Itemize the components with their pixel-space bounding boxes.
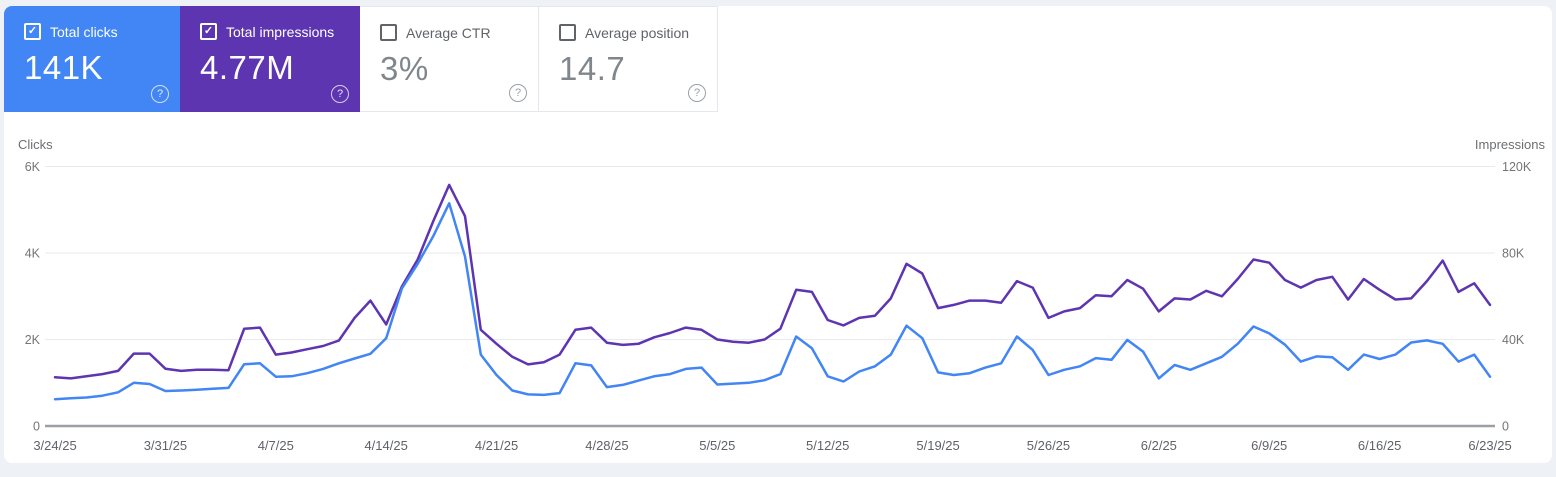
metric-tile-header: ✓ Average CTR: [380, 24, 524, 41]
metric-value: 3%: [380, 50, 429, 87]
impressions-line: [53, 183, 1492, 380]
left-axis-title: Clicks: [18, 137, 53, 152]
performance-card: ✓ Total clicks 141K ? ✓ Total impression…: [4, 6, 1552, 463]
metric-tiles-row: ✓ Total clicks 141K ? ✓ Total impression…: [4, 6, 1552, 112]
left-axis-tick-label: 0: [33, 420, 40, 434]
right-axis-tick-label: 0: [1502, 420, 1509, 434]
metric-value: 14.7: [559, 50, 626, 87]
right-axis-title: Impressions: [1474, 137, 1545, 152]
metric-value: 141K: [24, 49, 104, 86]
date-tick-label: 5/12/25: [806, 438, 849, 453]
help-icon[interactable]: ?: [151, 85, 169, 103]
right-axis-tick-label: 120K: [1502, 160, 1532, 174]
total-clicks-checkbox[interactable]: ✓: [24, 23, 41, 40]
metric-tile-total-impressions[interactable]: ✓ Total impressions 4.77M ?: [180, 6, 360, 112]
checkmark-icon: ✓: [203, 25, 214, 37]
left-axis-tick-label: 2K: [25, 333, 41, 347]
date-tick-label: 4/7/25: [258, 438, 294, 453]
help-icon[interactable]: ?: [688, 84, 706, 102]
metric-label: Average CTR: [406, 24, 491, 41]
metric-tile-average-position[interactable]: ✓ Average position 14.7 ?: [539, 6, 718, 112]
date-tick-label: 6/16/25: [1358, 438, 1401, 453]
help-icon[interactable]: ?: [331, 85, 349, 103]
date-tick-label: 6/2/25: [1141, 438, 1177, 453]
total-impressions-checkbox[interactable]: ✓: [200, 23, 217, 40]
metric-value: 4.77M: [200, 49, 295, 86]
metric-label: Total impressions: [226, 23, 335, 40]
date-tick-label: 4/28/25: [585, 438, 628, 453]
right-axis-tick-label: 40K: [1502, 333, 1525, 347]
metric-tile-header: ✓ Average position: [559, 24, 703, 41]
metric-label: Total clicks: [50, 23, 118, 40]
metric-tile-total-clicks[interactable]: ✓ Total clicks 141K ?: [4, 6, 180, 112]
left-axis-tick-label: 4K: [25, 247, 41, 261]
help-icon[interactable]: ?: [509, 84, 527, 102]
metric-tile-average-ctr[interactable]: ✓ Average CTR 3% ?: [360, 6, 539, 112]
right-axis-tick-label: 80K: [1502, 247, 1525, 261]
date-tick-label: 5/19/25: [916, 438, 959, 453]
checkmark-icon: ✓: [27, 25, 38, 37]
average-position-checkbox[interactable]: ✓: [559, 24, 576, 41]
date-tick-label: 6/23/25: [1468, 438, 1511, 453]
clicks-line: [53, 202, 1492, 401]
date-tick-label: 4/14/25: [364, 438, 407, 453]
date-tick-label: 5/26/25: [1027, 438, 1070, 453]
performance-chart[interactable]: 0 0 2K 40K 4K 80K 6K 120K 3/24/25 3/31/25 4/7/25 4/…: [4, 136, 1552, 466]
date-tick-label: 3/24/25: [33, 438, 76, 453]
date-tick-label: 3/31/25: [144, 438, 187, 453]
date-tick-label: 6/9/25: [1251, 438, 1287, 453]
metric-tile-header: ✓ Total impressions: [200, 23, 346, 40]
date-tick-label: 5/5/25: [699, 438, 735, 453]
metric-label: Average position: [585, 24, 690, 41]
average-ctr-checkbox[interactable]: ✓: [380, 24, 397, 41]
date-tick-label: 4/21/25: [475, 438, 518, 453]
left-axis-tick-label: 6K: [25, 160, 41, 174]
metric-tile-header: ✓ Total clicks: [24, 23, 166, 40]
